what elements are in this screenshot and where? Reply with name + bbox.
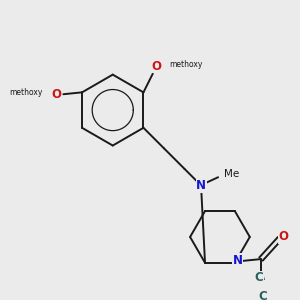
Text: C: C bbox=[259, 290, 267, 300]
Text: N: N bbox=[233, 254, 243, 266]
Text: methoxy: methoxy bbox=[169, 60, 203, 69]
Text: O: O bbox=[278, 230, 288, 243]
Text: C: C bbox=[255, 271, 263, 284]
Text: O: O bbox=[152, 60, 161, 73]
Text: methoxy: methoxy bbox=[10, 88, 43, 97]
Text: Me: Me bbox=[224, 169, 239, 179]
Text: N: N bbox=[196, 179, 206, 192]
Text: O: O bbox=[51, 88, 61, 101]
